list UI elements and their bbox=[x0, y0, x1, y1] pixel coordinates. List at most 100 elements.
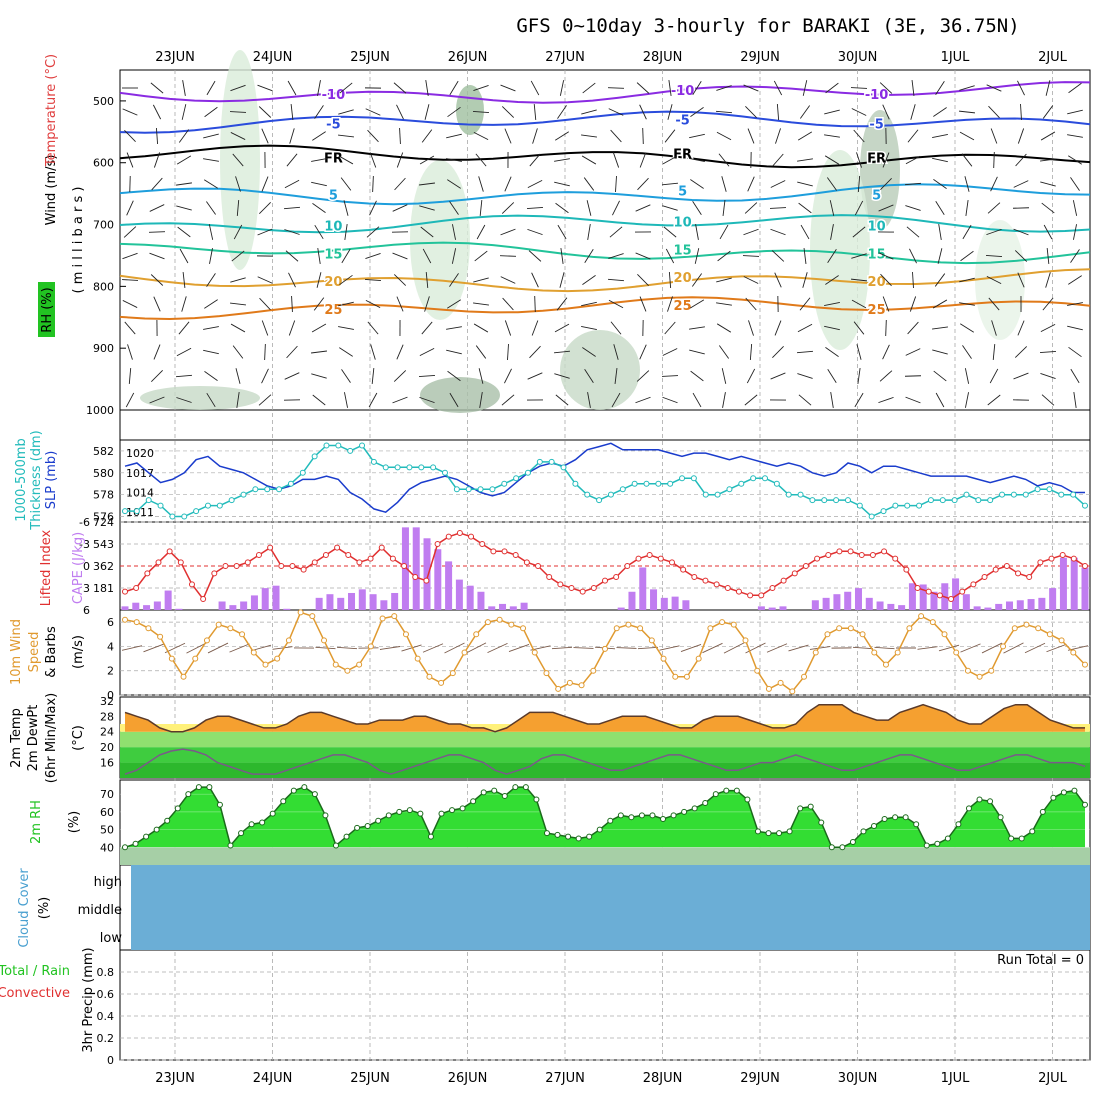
isotherm-label: 15 bbox=[324, 247, 342, 262]
wind-barb bbox=[124, 321, 136, 335]
thickness-line-point bbox=[193, 508, 200, 515]
wind-tick: 4 bbox=[107, 640, 114, 653]
thickness-line-point bbox=[927, 497, 934, 504]
cape-bar bbox=[1005, 601, 1013, 610]
date-tick-bottom: 28JUN bbox=[643, 1071, 683, 1086]
wind-barb bbox=[341, 248, 351, 264]
lifted-index-line-point bbox=[401, 563, 408, 569]
wind-barb bbox=[959, 302, 975, 306]
wind-speed-line-point bbox=[976, 673, 983, 680]
rh-base-band bbox=[120, 847, 1090, 865]
wind-barb bbox=[612, 152, 620, 168]
wind-barb-10m bbox=[422, 643, 444, 653]
cape-bar bbox=[898, 605, 906, 610]
cape-bar bbox=[499, 603, 507, 610]
wind-barb bbox=[960, 323, 974, 333]
wind-barb bbox=[527, 180, 543, 188]
rh-line-point bbox=[480, 789, 487, 796]
wind-barb bbox=[529, 345, 541, 359]
wind-speed-line-point bbox=[765, 685, 772, 692]
wind-barb bbox=[534, 295, 536, 313]
wind-barb bbox=[339, 274, 353, 286]
wind-barb bbox=[177, 226, 191, 238]
wind-barb bbox=[236, 199, 240, 217]
wind-speed-line-point bbox=[449, 670, 456, 677]
wind-barb bbox=[452, 224, 456, 240]
thickness-line-point bbox=[987, 497, 994, 504]
thickness-line-point bbox=[892, 502, 899, 509]
isotherm-line bbox=[119, 296, 1091, 321]
wind-barb-10m bbox=[637, 646, 659, 650]
temp-tick: 20 bbox=[100, 741, 114, 754]
wind-speed-line-point bbox=[730, 621, 737, 628]
cape-bar bbox=[466, 585, 474, 610]
wind-barb bbox=[1072, 200, 1078, 216]
wind-barb bbox=[150, 82, 164, 94]
wind-barb bbox=[178, 129, 190, 143]
wind-barb bbox=[664, 321, 676, 335]
wind-barb bbox=[176, 182, 192, 186]
cape-bar bbox=[121, 606, 129, 610]
rh-line-point bbox=[122, 844, 128, 851]
wind-barb bbox=[614, 368, 618, 384]
wind-speed-line-point bbox=[438, 679, 445, 686]
date-tick-bottom: 26JUN bbox=[448, 1071, 488, 1086]
rh-shading bbox=[456, 85, 484, 135]
wind-barb bbox=[261, 320, 269, 336]
wind-barb bbox=[533, 103, 537, 121]
wind-barb bbox=[476, 224, 486, 240]
wind-barb-10m bbox=[444, 642, 465, 654]
cape-tick: 724 bbox=[93, 516, 114, 529]
wind-barb bbox=[125, 392, 135, 408]
wind-barb bbox=[1017, 320, 1025, 336]
thickness-line-point bbox=[702, 491, 709, 498]
slp-tick: 1011 bbox=[126, 506, 154, 519]
slp-tick: 1020 bbox=[126, 447, 154, 460]
wind-barb bbox=[938, 224, 942, 240]
wind-speed-line-point bbox=[707, 625, 714, 632]
wind-barb bbox=[935, 81, 945, 95]
lifted-index-line-point bbox=[133, 585, 140, 591]
rh-line-point bbox=[164, 817, 171, 824]
lifted-index-line-point bbox=[278, 563, 285, 569]
date-tick-bottom: 23JUN bbox=[155, 1071, 195, 1086]
wind-barb bbox=[230, 277, 246, 283]
wind-barb bbox=[799, 297, 811, 311]
wind-barb bbox=[365, 299, 381, 309]
wind-barb bbox=[905, 348, 921, 356]
wind-barb bbox=[587, 392, 591, 408]
wind-barb bbox=[500, 276, 516, 284]
wind-barb bbox=[637, 177, 649, 191]
wind-barb bbox=[259, 297, 271, 311]
lifted-index-line-point bbox=[1082, 563, 1088, 569]
wind-barb bbox=[722, 392, 726, 408]
wind-barb bbox=[912, 271, 914, 289]
rh-line-point bbox=[522, 784, 529, 791]
wind-barb bbox=[312, 394, 326, 406]
wind-barb bbox=[393, 274, 407, 286]
lifted-index-line-point bbox=[914, 585, 921, 591]
wind-barb bbox=[232, 153, 244, 167]
rh-line-point bbox=[586, 833, 593, 840]
wind-barb bbox=[446, 349, 462, 355]
thickness-line-point bbox=[359, 442, 366, 449]
cape-bar bbox=[628, 591, 636, 610]
lifted-index-line-point bbox=[936, 592, 943, 599]
wind-barb bbox=[235, 176, 241, 192]
rh-tick: 40 bbox=[100, 841, 114, 854]
wind-barb bbox=[853, 321, 865, 335]
li-tick: 6 bbox=[83, 604, 90, 617]
rh-line-point bbox=[892, 814, 899, 821]
wind-barb bbox=[797, 323, 813, 333]
cape-bar bbox=[952, 578, 960, 610]
wind-speed-line-point bbox=[1082, 661, 1088, 668]
wind-barb bbox=[904, 182, 922, 186]
precip-tick: 0.6 bbox=[97, 988, 115, 1001]
label-speed: Speed bbox=[27, 632, 42, 673]
lifted-index-line-point bbox=[780, 577, 787, 584]
wind-barb bbox=[261, 128, 269, 144]
wind-barb bbox=[662, 348, 678, 356]
wind-barb bbox=[716, 85, 732, 91]
wind-barb-10m bbox=[981, 642, 1003, 654]
wind-barb bbox=[986, 84, 1002, 92]
